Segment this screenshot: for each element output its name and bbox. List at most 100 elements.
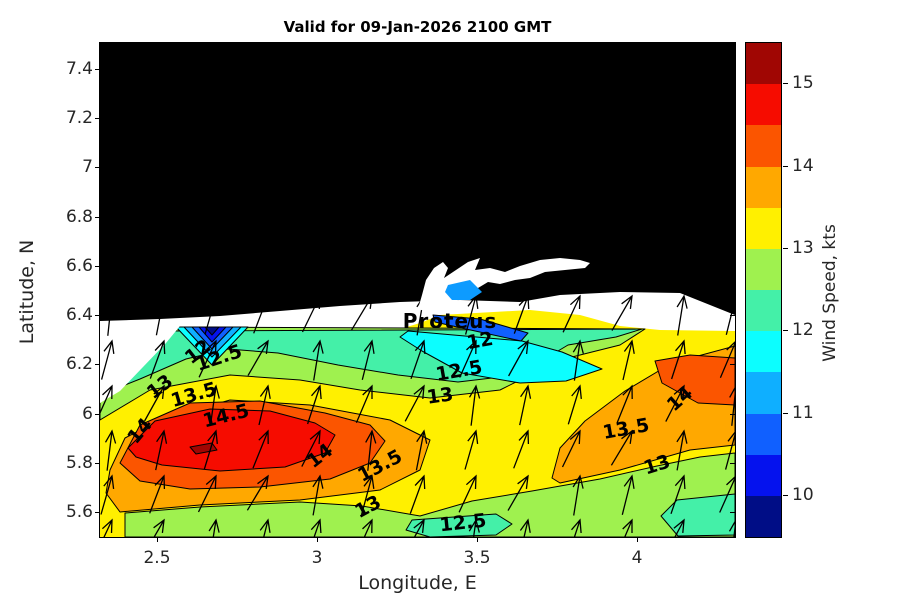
band-greenyellow-bottom: [124, 452, 735, 537]
y-tick-mark: [95, 167, 100, 168]
wind-arrow: [312, 339, 324, 381]
colorbar-band-14-14.5: [746, 125, 781, 167]
axes-frame: [99, 42, 736, 538]
wind-arrow: [208, 518, 220, 537]
wind-arrow: [665, 384, 685, 422]
y-tick-label: 7.4: [65, 59, 93, 79]
y-tick-mark-right: [730, 167, 735, 168]
wind-arrow: [155, 429, 168, 471]
y-tick-label: 7: [82, 157, 93, 177]
y-tick-mark: [95, 512, 100, 513]
contour-map: [100, 43, 735, 537]
wind-arrow: [567, 384, 582, 425]
wind-arrow: [252, 429, 269, 469]
x-tick-mark: [157, 537, 158, 542]
y-tick-mark: [95, 266, 100, 267]
colorbar-tick-label: 15: [792, 73, 814, 94]
wind-arrow: [724, 431, 735, 470]
colorbar-tick-label: 10: [792, 484, 814, 505]
wind-arrow: [513, 429, 530, 469]
wind-arrow: [562, 294, 581, 333]
wind-arrow: [365, 429, 377, 471]
x-tick-mark: [637, 537, 638, 542]
wind-arrow: [464, 429, 479, 470]
wind-arrow: [670, 339, 686, 380]
wind-arrow: [468, 384, 481, 426]
x-tick-mark-top: [637, 43, 638, 48]
plot-title: Valid for 09-Jan-2026 2100 GMT: [283, 18, 552, 36]
wind-arrow: [676, 294, 688, 336]
wind-arrow: [673, 518, 685, 537]
band-cyan-pool: [399, 330, 603, 384]
colorbar-band-12.5-13: [746, 248, 781, 291]
wind-arrow: [621, 474, 635, 515]
wind-arrow: [459, 339, 477, 378]
wind-arrow: [719, 476, 735, 513]
x-tick-mark-top: [157, 43, 158, 48]
y-tick-mark: [95, 364, 100, 365]
y-tick-mark: [95, 118, 100, 119]
x-tick-label: 2.5: [143, 548, 171, 568]
wind-arrow: [355, 384, 373, 424]
wind-arrow: [197, 474, 217, 513]
lake-blue-patch: [445, 280, 482, 300]
x-tick-mark-top: [477, 43, 478, 48]
wind-arrow: [100, 474, 115, 515]
land-mask: [100, 43, 735, 321]
wind-arrow: [409, 474, 426, 514]
wind-arrow: [246, 474, 269, 511]
place-label-proteus: Proteus: [402, 309, 498, 333]
y-tick-mark: [95, 463, 100, 464]
contour-label-12: 12: [465, 327, 495, 355]
y-tick-mark-right: [730, 315, 735, 316]
wind-arrow: [208, 384, 220, 426]
y-tick-label: 5.8: [65, 453, 93, 473]
x-tick-label: 3.5: [463, 548, 491, 568]
y-tick-mark: [95, 69, 100, 70]
colorbar-band-15-15.5: [746, 43, 781, 85]
y-tick-mark-right: [730, 512, 735, 513]
wind-arrow: [100, 339, 115, 380]
wind-arrow: [611, 294, 633, 331]
wind-arrow: [508, 339, 529, 377]
y-tick-label: 6: [82, 404, 93, 424]
wind-arrow: [519, 518, 531, 537]
colorbar-tick-mark: [783, 83, 788, 85]
wind-arrow: [719, 341, 735, 379]
y-tick-mark-right: [730, 463, 735, 464]
y-tick-mark: [95, 414, 100, 415]
x-tick-mark: [317, 537, 318, 542]
colorbar-tick-label: 14: [792, 155, 814, 176]
y-tick-mark-right: [730, 364, 735, 365]
wind-arrow: [149, 474, 166, 514]
patch-spring-bottom-right: [660, 493, 735, 537]
y-axis-label: Latitude, N: [16, 239, 38, 345]
wind-arrow: [622, 339, 635, 381]
colorbar-band-10-10.5: [746, 454, 781, 497]
y-tick-label: 6.4: [65, 305, 93, 325]
colorbar[interactable]: [745, 42, 782, 538]
colorbar-tick-label: 12: [792, 320, 814, 341]
colorbar-label: Wind Speed, kts: [820, 224, 840, 362]
wind-arrow: [728, 520, 735, 537]
wind-arrow: [519, 384, 532, 426]
wind-arrow: [312, 474, 324, 516]
colorbar-tick-label: 11: [792, 402, 814, 423]
y-tick-label: 6.8: [65, 207, 93, 227]
wind-arrow: [258, 384, 271, 426]
funnel-navy: [204, 326, 220, 336]
wind-arrow: [415, 429, 428, 471]
x-tick-label: 4: [631, 548, 643, 568]
x-tick-label: 3: [311, 548, 323, 568]
patch-spring-bottom-mid: [405, 513, 513, 537]
wind-arrow: [198, 339, 217, 378]
wind-arrow: [572, 474, 584, 516]
wind-arrow: [410, 339, 426, 380]
plot-area[interactable]: Proteus 12 12.5 13 13.5 14 14.5 14 13.5 13 12 12.5…: [100, 43, 735, 537]
y-tick-mark-right: [730, 266, 735, 267]
y-tick-label: 6.2: [65, 354, 93, 374]
wind-arrow: [360, 474, 375, 515]
wind-arrow: [153, 518, 165, 537]
wind-arrow: [144, 384, 165, 422]
